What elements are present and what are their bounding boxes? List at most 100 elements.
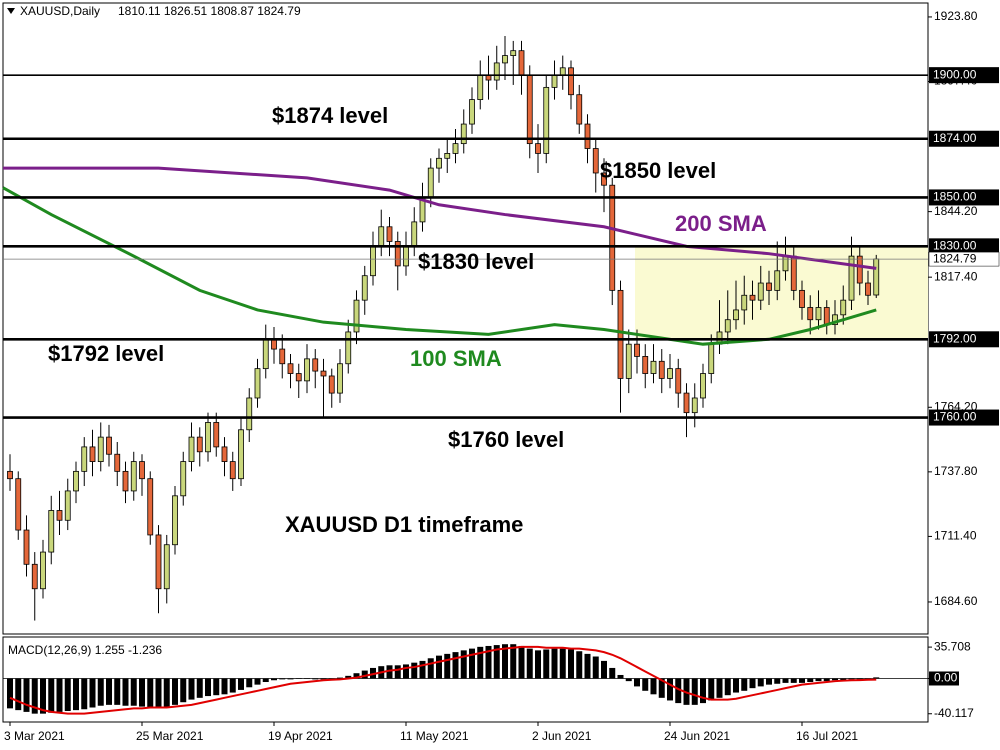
macd-bar (155, 678, 162, 709)
candle-body (262, 338, 269, 370)
macd-bar (634, 678, 640, 687)
candle-body (196, 436, 203, 453)
macd-bar (518, 645, 525, 679)
level-label: 1760.00 (933, 410, 977, 424)
candle-body (658, 360, 665, 379)
macd-bar (411, 662, 418, 679)
macd-bar (675, 678, 682, 704)
candle-body (856, 255, 863, 284)
macd-bar (757, 678, 764, 687)
macd-bar (873, 677, 880, 679)
macd-bar (708, 678, 715, 701)
macd-bar (724, 678, 731, 696)
candle-body (279, 348, 286, 365)
candle-body (724, 319, 731, 333)
macd-bar (246, 678, 253, 688)
candle-body (823, 307, 830, 326)
candle-body (56, 510, 63, 521)
macd-bar (320, 678, 327, 680)
candle-body (122, 470, 129, 492)
x-tick-label: 16 Jul 2021 (796, 729, 858, 743)
candle-body (873, 258, 880, 296)
candle-body (64, 490, 71, 521)
macd-bar (716, 678, 723, 698)
candle-body (526, 74, 533, 145)
macd-signal (9, 645, 877, 715)
macd-zero-box (929, 671, 959, 686)
macd-bar (295, 678, 302, 679)
macd-bar (196, 678, 203, 698)
sma-line (3, 166, 877, 270)
candle-body (40, 551, 46, 590)
macd-bar (114, 678, 121, 705)
macd-bar (609, 667, 616, 679)
macd-bar (73, 678, 79, 711)
macd-bar (774, 678, 781, 684)
y-tick-label: 1684.60 (934, 594, 978, 608)
candle-body (287, 363, 294, 374)
macd-tick-label: 0.00 (934, 671, 958, 685)
candle-body (295, 373, 302, 382)
level-box (929, 238, 999, 255)
macd-bar (139, 678, 145, 707)
candle-body (749, 294, 756, 301)
macd-bar (328, 678, 335, 679)
candle-body (353, 299, 360, 333)
y-tick-label: 1844.20 (934, 204, 978, 218)
candle-body (502, 55, 508, 64)
candle-body (23, 529, 30, 565)
x-tick-label: 2 Jun 2021 (532, 729, 592, 743)
macd-bar (122, 678, 129, 706)
macd-bar (559, 648, 566, 679)
macd-bar (551, 648, 558, 679)
candle-body (271, 338, 277, 350)
macd-bar (700, 678, 706, 704)
candle-body (576, 94, 583, 125)
macd-bar (254, 678, 261, 685)
x-tick-label: 19 Apr 2021 (268, 729, 333, 743)
candle-body (81, 446, 88, 472)
macd-bar (526, 648, 533, 679)
annotation: $1792 level (48, 341, 164, 366)
macd-title: MACD(12,26,9) 1.255 -1.236 (8, 643, 162, 657)
candle-body (213, 422, 220, 448)
level-label: 1850.00 (933, 190, 977, 204)
macd-bar (444, 653, 451, 679)
macd-bar (493, 645, 500, 679)
macd-bar (345, 675, 352, 679)
level-box (929, 67, 999, 84)
sma-line (2, 186, 877, 346)
annotation: $1830 level (418, 249, 534, 274)
level-label: 1874.00 (933, 131, 977, 145)
macd-bar (799, 678, 805, 683)
macd-bar (741, 678, 748, 691)
annotation: $1850 level (600, 158, 716, 183)
candle-body (221, 446, 228, 462)
candle-body (832, 314, 838, 326)
candle-body (650, 360, 657, 374)
level-label: 1830.00 (933, 239, 977, 253)
level-box (929, 189, 999, 206)
candle-body (147, 478, 154, 536)
macd-bar (823, 678, 830, 682)
macd-bar (279, 678, 286, 680)
macd-bar (460, 650, 467, 679)
candle-body (493, 62, 500, 81)
candle-body (386, 226, 393, 242)
candle-body (114, 453, 121, 472)
macd-bar (221, 678, 228, 695)
candle-body (559, 67, 566, 76)
candle-body (700, 373, 706, 399)
macd-bar (403, 664, 409, 679)
level-label: 1900.00 (933, 67, 977, 81)
x-tick-label: 11 May 2021 (400, 729, 469, 743)
macd-bar (452, 652, 459, 679)
candle-body (370, 245, 376, 277)
level-box (929, 409, 999, 426)
last-price-box (928, 251, 1000, 267)
candle-body (345, 331, 352, 365)
candle-body (163, 544, 170, 590)
macd-bar (56, 678, 63, 712)
sma-label: 100 SMA (410, 346, 502, 371)
